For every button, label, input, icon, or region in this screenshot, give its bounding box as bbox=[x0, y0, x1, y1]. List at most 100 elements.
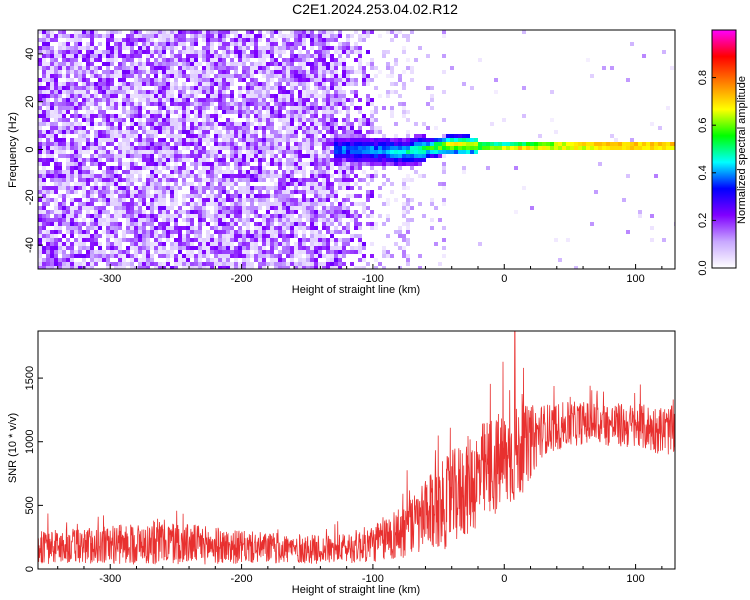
spectrogram-cell bbox=[242, 230, 246, 234]
spectrogram-cell bbox=[46, 146, 50, 150]
spectrogram-cell bbox=[150, 242, 154, 246]
spectrogram-cell bbox=[286, 126, 290, 130]
spectrogram-cell bbox=[230, 202, 234, 206]
spectrogram-cell bbox=[306, 162, 310, 166]
spectrogram-cell bbox=[222, 86, 226, 90]
spectrogram-cell bbox=[162, 198, 166, 202]
spectrogram-cell bbox=[178, 254, 182, 258]
spectrogram-cell bbox=[254, 166, 258, 170]
spectrogram-cell bbox=[74, 90, 78, 94]
spectrogram-cell bbox=[162, 122, 166, 126]
spectrogram-cell bbox=[214, 230, 218, 234]
spectrogram-cell bbox=[310, 78, 314, 82]
spectrogram-cell bbox=[290, 178, 294, 182]
spectrogram-cell bbox=[74, 266, 78, 269]
spectrogram-cell bbox=[362, 206, 366, 210]
spectrogram-cell bbox=[314, 86, 318, 90]
spectrogram-cell bbox=[286, 234, 290, 238]
spectrogram-cell bbox=[54, 254, 58, 258]
spectrogram-cell bbox=[286, 194, 290, 198]
spectrogram-cell bbox=[266, 214, 270, 218]
spectrogram-cell bbox=[354, 50, 358, 54]
spectrogram-cell bbox=[174, 54, 178, 58]
spectrogram-cell bbox=[410, 162, 414, 166]
spectrogram-cell bbox=[222, 250, 226, 254]
spectrogram-cell bbox=[190, 250, 194, 254]
spectrogram-cell bbox=[170, 74, 174, 78]
spectrogram-cell bbox=[274, 158, 278, 162]
spectrogram-cell bbox=[50, 70, 54, 74]
spectrogram-cell bbox=[366, 82, 370, 86]
spectrogram-cell bbox=[346, 150, 350, 154]
spectrogram-cell bbox=[242, 254, 246, 258]
spectrogram-cell bbox=[138, 158, 142, 162]
spectrogram-cell bbox=[158, 154, 162, 158]
spectrogram-cell bbox=[94, 258, 98, 262]
spectrogram-cell bbox=[242, 198, 246, 202]
spectrogram-cell bbox=[46, 34, 50, 38]
spectrogram-cell bbox=[66, 54, 70, 58]
spectrogram-cell bbox=[574, 266, 578, 269]
spectrogram-cell bbox=[46, 94, 50, 98]
spectrogram-cell bbox=[214, 58, 218, 62]
spectrogram-cell bbox=[38, 46, 42, 50]
spectrogram-cell bbox=[242, 122, 246, 126]
spectrogram-cell bbox=[218, 222, 222, 226]
spectrogram-cell bbox=[42, 258, 46, 262]
spectrogram-cell bbox=[226, 74, 230, 78]
spectrogram-cell bbox=[178, 142, 182, 146]
spectrogram-cell bbox=[322, 190, 326, 194]
spectrogram-cell bbox=[198, 34, 202, 38]
spectrogram-cell bbox=[170, 54, 174, 58]
spectrogram-cell bbox=[58, 94, 62, 98]
spectrogram-cell bbox=[274, 74, 278, 78]
spectrogram-cell bbox=[294, 54, 298, 58]
spectrogram-cell bbox=[46, 246, 50, 250]
spectrogram-cell bbox=[302, 110, 306, 114]
spectrogram-cell bbox=[66, 102, 70, 106]
spectrogram-cell bbox=[390, 162, 394, 166]
spectrogram-cell bbox=[130, 50, 134, 54]
spectrogram-cell bbox=[258, 146, 262, 150]
spectrogram-cell bbox=[290, 182, 294, 186]
spectrogram-cell bbox=[258, 54, 262, 58]
spectrogram-cell bbox=[102, 34, 106, 38]
spectrogram-cell bbox=[306, 110, 310, 114]
spectrogram-cell bbox=[234, 46, 238, 50]
spectrogram-cell bbox=[366, 198, 370, 202]
spectrogram-cell bbox=[274, 210, 278, 214]
spectrogram-cell bbox=[222, 218, 226, 222]
spectrogram-cell bbox=[70, 106, 74, 110]
spectrogram-cell bbox=[294, 186, 298, 190]
spectrogram-cell bbox=[382, 134, 386, 138]
spectrogram-cell bbox=[258, 58, 262, 62]
spectrogram-cell bbox=[214, 178, 218, 182]
spectrogram-cell bbox=[222, 62, 226, 66]
spectrogram-cell bbox=[158, 242, 162, 246]
spectrogram-cell bbox=[350, 122, 354, 126]
spectrogram-cell bbox=[110, 254, 114, 258]
spectrogram-cell bbox=[62, 118, 66, 122]
spectrogram-cell bbox=[298, 122, 302, 126]
spectrogram-cell bbox=[214, 258, 218, 262]
spectrogram-cell bbox=[214, 154, 218, 158]
spectrogram-cell bbox=[86, 202, 90, 206]
spectrogram-cell bbox=[306, 50, 310, 54]
spectrogram-cell bbox=[234, 262, 238, 266]
spectrogram-cell bbox=[294, 74, 298, 78]
spectrogram-cell bbox=[114, 38, 118, 42]
spectrogram-cell bbox=[326, 218, 330, 222]
spectrogram-cell bbox=[270, 42, 274, 46]
spectrogram-cell bbox=[334, 82, 338, 86]
spectrogram-cell bbox=[62, 42, 66, 46]
spectrogram-cell bbox=[174, 142, 178, 146]
spectrogram-cell bbox=[162, 230, 166, 234]
spectrogram-cell bbox=[154, 178, 158, 182]
spectrogram-cell bbox=[62, 122, 66, 126]
spectrogram-cell bbox=[62, 126, 66, 130]
spectrogram-cell bbox=[82, 98, 86, 102]
spectrogram-cell bbox=[114, 158, 118, 162]
spectrogram-cell bbox=[502, 146, 506, 150]
spectrogram-cell bbox=[382, 154, 386, 158]
spectrogram-cell bbox=[426, 102, 430, 106]
